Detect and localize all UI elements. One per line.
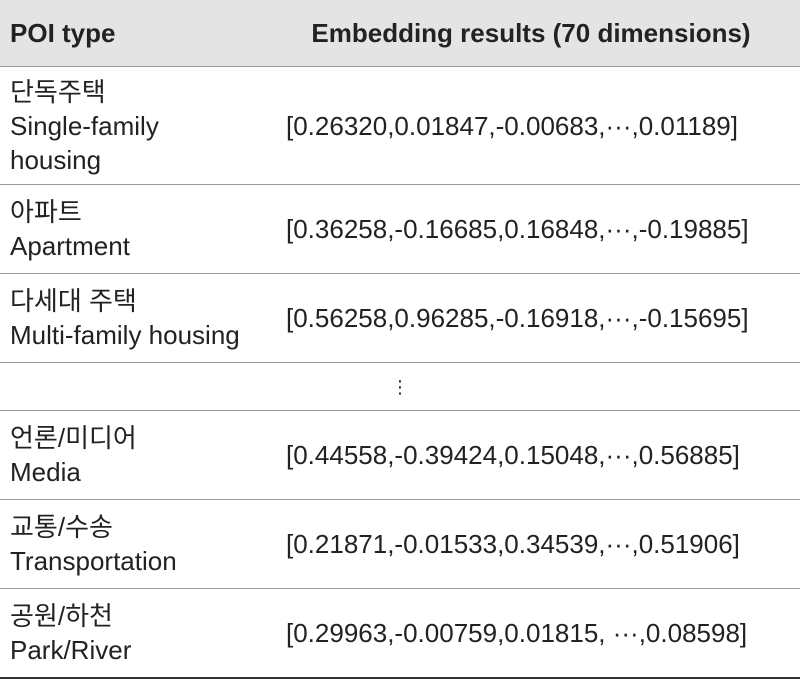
english-name: Apartment — [10, 231, 130, 261]
korean-name: 다세대 주택 — [10, 286, 137, 316]
poi-cell: 아파트 Apartment — [0, 184, 272, 274]
row: 다세대 주택 Multi-family housing [0.56258,0.96… — [0, 273, 800, 363]
row: 교통/수송 Transportation [0.21871,-0.01533,0.… — [0, 499, 800, 589]
english-name: Multi-family housing — [10, 320, 240, 350]
row: 아파트 Apartment [0.36258,-0.16685,0.16848,·… — [0, 184, 800, 274]
embedding: [0.21871,-0.01533,0.34539,···,0.51906] — [272, 499, 800, 589]
poi-cell: 언론/미디어 Media — [0, 410, 272, 500]
poi-cell: 다세대 주택 Multi-family housing — [0, 273, 272, 363]
poi-cell: 공원/하천 Park/River — [0, 588, 272, 679]
poi-cell: 단독주택 Single-family housing — [0, 66, 272, 185]
header-cell: POI type — [0, 0, 272, 67]
embedding: [0.44558,-0.39424,0.15048,···,0.56885] — [272, 410, 800, 500]
embedding: [0.36258,-0.16685,0.16848,···,-0.19885] — [272, 184, 800, 274]
korean-name: 공원/하천 — [10, 601, 113, 631]
embedding: [0.56258,0.96285,-0.16918,···,-0.15695] — [272, 273, 800, 363]
english-name: Park/River — [10, 635, 132, 665]
ellipsis: ⋮ — [0, 362, 800, 411]
korean-name: 단독주택 — [10, 76, 106, 107]
korean-name: 교통/수송 — [10, 512, 113, 542]
header-cell: Embedding results (70 dimensions) — [272, 0, 800, 67]
poi-cell: 교통/수송 Transportation — [0, 499, 272, 589]
english-name: Single-family housing — [10, 110, 159, 175]
embedding: [0.26320,0.01847,-0.00683,···,0.01189] — [272, 66, 800, 185]
row: 공원/하천 Park/River [0.29963,-0.00759,0.0181… — [0, 588, 800, 679]
english-name: Media — [10, 457, 81, 487]
ellipsis-row: ⋮ — [0, 362, 800, 411]
english-name: Transportation — [10, 546, 177, 576]
korean-name: 언론/미디어 — [10, 423, 137, 453]
row: 언론/미디어 Media [0.44558,-0.39424,0.15048,··… — [0, 410, 800, 500]
embedding: [0.29963,-0.00759,0.01815, ···,0.08598] — [272, 588, 800, 679]
korean-name: 아파트 — [10, 197, 82, 227]
header-row: POI type Embedding results (70 dimension… — [0, 0, 800, 67]
row: 단독주택 Single-family housing [0.26320,0.018… — [0, 66, 800, 185]
